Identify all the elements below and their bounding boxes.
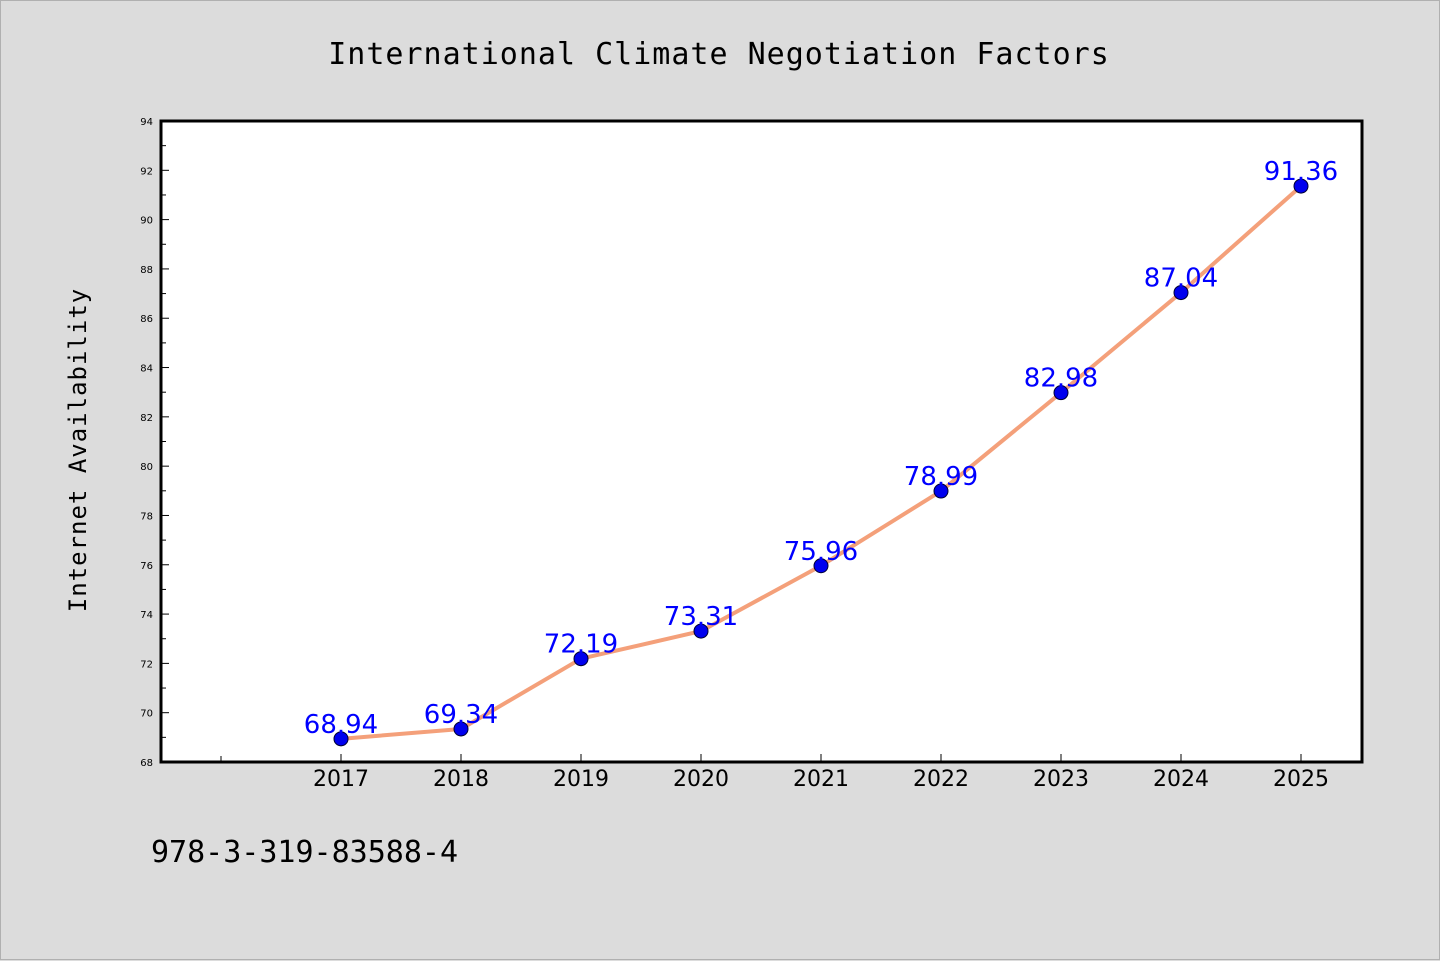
x-tick-label-2022: 2022 [913, 767, 969, 792]
data-label-2020: 73.31 [664, 602, 738, 632]
plot-area [161, 121, 1362, 762]
data-point-2023 [1053, 385, 1069, 401]
plot-frame [159, 119, 1364, 764]
x-axis: 2017 2018 2019 2020 2021 2022 2023 2024 2025 [220, 754, 1329, 792]
data-point-2024 [1173, 285, 1189, 301]
data-point-2025 [1293, 178, 1309, 194]
data-label-2023: 82.98 [1024, 364, 1098, 394]
x-tick-label-2024: 2024 [1153, 767, 1209, 792]
y-tick-label-72: 72 [140, 659, 153, 670]
x-tick-label-2017: 2017 [313, 767, 369, 792]
x-tick-label-2023: 2023 [1033, 767, 1089, 792]
chart-title: International Climate Negotiation Factor… [328, 37, 1110, 72]
data-point-2017 [333, 731, 349, 747]
x-tick-label-2025: 2025 [1273, 767, 1329, 792]
y-tick-label-80: 80 [140, 462, 153, 473]
data-point-2019 [573, 651, 589, 667]
data-label-2019: 72.19 [544, 630, 618, 660]
y-tick-label-82: 82 [140, 413, 153, 424]
data-label-2025: 91.36 [1264, 157, 1338, 187]
y-tick-label-70: 70 [140, 709, 153, 720]
data-label-2021: 75.96 [784, 537, 858, 567]
data-point-2022 [933, 483, 949, 499]
y-tick-label-74: 74 [140, 610, 153, 621]
data-label-2018: 69.34 [424, 700, 498, 730]
y-tick-label-86: 86 [140, 314, 153, 325]
y-tick-label-68: 68 [140, 758, 153, 769]
x-tick-label-2021: 2021 [793, 767, 849, 792]
series-layer [333, 178, 1309, 747]
data-point-2021 [813, 558, 829, 574]
y-tick-label-92: 92 [140, 166, 153, 177]
isbn-text: 978-3-319-83588-4 [151, 835, 459, 870]
y-tick-label-76: 76 [140, 561, 153, 572]
x-tick-label-2020: 2020 [673, 767, 729, 792]
x-tick-label-2019: 2019 [553, 767, 609, 792]
data-point-2020 [693, 623, 709, 639]
data-label-2017: 68.94 [304, 710, 378, 740]
y-tick-label-78: 78 [140, 511, 153, 522]
data-label-2022: 78.99 [904, 462, 978, 492]
data-label-2024: 87.04 [1144, 264, 1218, 294]
data-labels: 68.94 69.34 72.19 73.31 75.96 78.99 82.98 87.04… [304, 157, 1338, 740]
y-axis-label: Internet Availability [64, 288, 92, 612]
x-tick-label-2018: 2018 [433, 767, 489, 792]
y-tick-label-84: 84 [140, 364, 153, 375]
data-point-2018 [453, 721, 469, 737]
y-tick-label-88: 88 [140, 265, 153, 276]
y-axis: 68 70 72 74 76 78 80 82 84 86 88 90 92 94 [140, 117, 169, 769]
y-tick-label-94: 94 [140, 117, 153, 128]
y-tick-label-90: 90 [140, 216, 153, 227]
